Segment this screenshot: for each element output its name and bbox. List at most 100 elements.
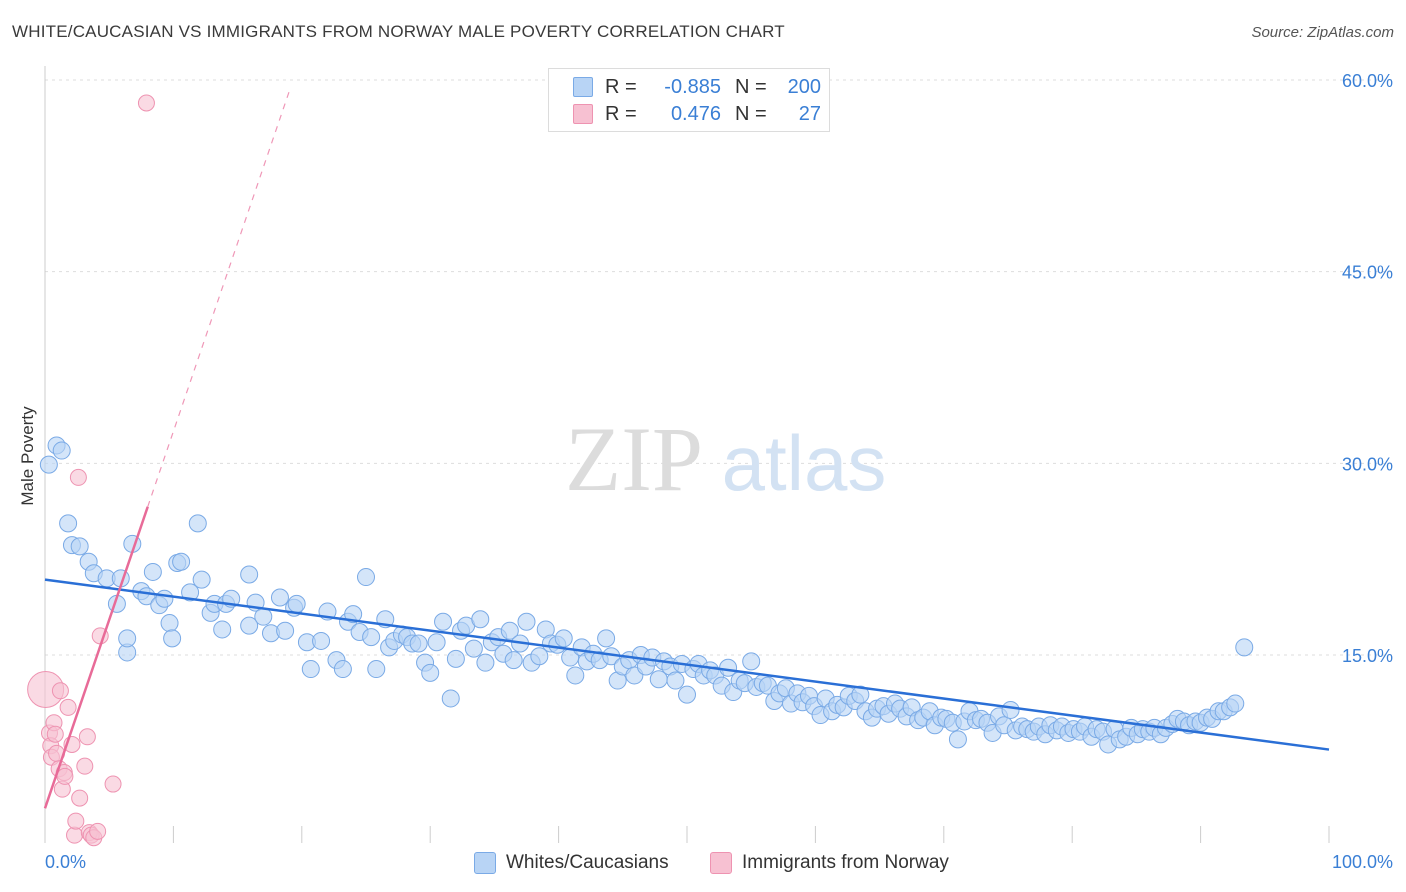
- legend-swatch-blue: [573, 77, 593, 97]
- trend-lines: [43, 88, 1330, 809]
- n-label: N =: [735, 102, 767, 125]
- r-label: R =: [605, 75, 637, 98]
- data-point-whites: [312, 631, 331, 650]
- data-point-whites: [441, 689, 460, 708]
- data-point-whites: [566, 666, 585, 685]
- watermark: ZIP atlas: [565, 408, 886, 510]
- n-value: 200: [787, 75, 821, 98]
- y-tick-label: 45.0%: [1342, 263, 1393, 283]
- data-point-whites: [143, 562, 162, 581]
- tick-labels: 15.0% 30.0% 45.0% 60.0% 0.0% 100.0%: [45, 71, 1393, 872]
- legend-label: Immigrants from Norway: [742, 852, 949, 873]
- legend-swatch-pink: [710, 852, 732, 874]
- legend-label: Whites/Caucasians: [506, 852, 669, 873]
- legend-swatch-pink: [573, 104, 593, 124]
- legend-item-norway[interactable]: Immigrants from Norway: [710, 852, 949, 874]
- data-point-norway: [59, 698, 77, 716]
- series-legend: Whites/Caucasians Immigrants from Norway: [0, 852, 1406, 878]
- data-point-whites: [471, 610, 490, 629]
- data-point-whites: [554, 629, 573, 648]
- data-point-whites: [39, 455, 58, 474]
- data-point-norway: [137, 94, 155, 112]
- data-point-whites: [464, 639, 483, 658]
- n-value: 27: [798, 102, 821, 125]
- data-point-whites: [742, 652, 761, 671]
- source-label: Source: ZipAtlas.com: [1251, 24, 1394, 41]
- data-point-whites: [530, 647, 549, 666]
- data-point-whites: [504, 651, 523, 670]
- data-point-whites: [333, 660, 352, 679]
- data-point-whites: [155, 589, 174, 608]
- data-point-whites: [160, 614, 179, 633]
- trend-line-whites: [44, 578, 1330, 751]
- data-point-whites: [172, 552, 191, 571]
- data-point-norway: [76, 757, 94, 775]
- trend-line-norway-extended: [147, 88, 291, 507]
- data-point-whites: [500, 621, 519, 640]
- data-point-whites: [1001, 700, 1020, 719]
- x-tick-label: 0.0%: [45, 852, 86, 872]
- data-point-norway: [89, 822, 107, 840]
- r-value: 0.476: [670, 102, 721, 125]
- data-point-whites: [192, 570, 211, 589]
- data-point-whites: [446, 649, 465, 668]
- data-point-norway: [104, 775, 122, 793]
- r-label: R =: [605, 102, 637, 125]
- n-label: N =: [735, 75, 767, 98]
- data-point-whites: [59, 514, 78, 533]
- series-whites-points: [39, 436, 1254, 754]
- data-point-whites: [163, 629, 182, 648]
- correlation-legend: R = -0.885 N = 200 R = 0.476 N = 27: [548, 68, 830, 132]
- data-point-norway: [71, 789, 89, 807]
- data-point-whites: [1226, 694, 1245, 713]
- data-point-whites: [240, 616, 259, 635]
- y-tick-label: 15.0%: [1342, 646, 1393, 666]
- y-tick-label: 60.0%: [1342, 71, 1393, 91]
- data-point-whites: [367, 660, 386, 679]
- series-norway-points: [27, 94, 155, 847]
- data-point-norway: [46, 725, 64, 743]
- data-point-whites: [52, 441, 71, 460]
- data-point-whites: [276, 621, 295, 640]
- data-point-whites: [362, 628, 381, 647]
- data-point-whites: [597, 629, 616, 648]
- data-point-whites: [948, 730, 967, 749]
- data-point-whites: [118, 629, 137, 648]
- watermark-zip: ZIP: [565, 408, 703, 510]
- data-point-whites: [287, 594, 306, 613]
- data-point-whites: [666, 671, 685, 690]
- data-point-whites: [270, 588, 289, 607]
- data-point-whites: [357, 568, 375, 587]
- data-point-whites: [301, 660, 320, 679]
- data-point-whites: [517, 612, 536, 631]
- y-axis-label: Male Poverty: [18, 406, 37, 506]
- data-point-whites: [188, 514, 207, 533]
- data-point-norway: [56, 767, 74, 785]
- data-point-whites: [213, 620, 232, 639]
- data-point-whites: [476, 653, 495, 672]
- data-point-whites: [409, 634, 428, 653]
- data-point-whites: [254, 607, 273, 626]
- x-tick-label: 100.0%: [1332, 852, 1393, 872]
- data-point-norway: [67, 812, 85, 830]
- data-point-whites: [421, 663, 440, 682]
- data-point-norway: [51, 682, 69, 700]
- r-value: -0.885: [664, 75, 721, 98]
- legend-row-norway: R = 0.476 N = 27: [573, 102, 821, 126]
- data-point-whites: [1235, 638, 1254, 657]
- data-point-norway: [78, 728, 96, 746]
- axes-layer: [44, 66, 1330, 843]
- data-point-whites: [70, 537, 89, 556]
- data-point-whites: [434, 612, 453, 631]
- trend-line-norway: [43, 506, 149, 809]
- y-tick-label: 30.0%: [1342, 454, 1393, 474]
- grid-layer: [45, 79, 1392, 656]
- legend-row-whites: R = -0.885 N = 200: [573, 75, 821, 99]
- watermark-atlas: atlas: [722, 419, 887, 507]
- legend-swatch-blue: [474, 852, 496, 874]
- data-point-whites: [181, 583, 200, 602]
- legend-item-whites[interactable]: Whites/Caucasians: [474, 852, 669, 874]
- chart-title: WHITE/CAUCASIAN VS IMMIGRANTS FROM NORWA…: [12, 22, 785, 41]
- data-point-whites: [851, 685, 870, 704]
- data-point-whites: [427, 633, 446, 652]
